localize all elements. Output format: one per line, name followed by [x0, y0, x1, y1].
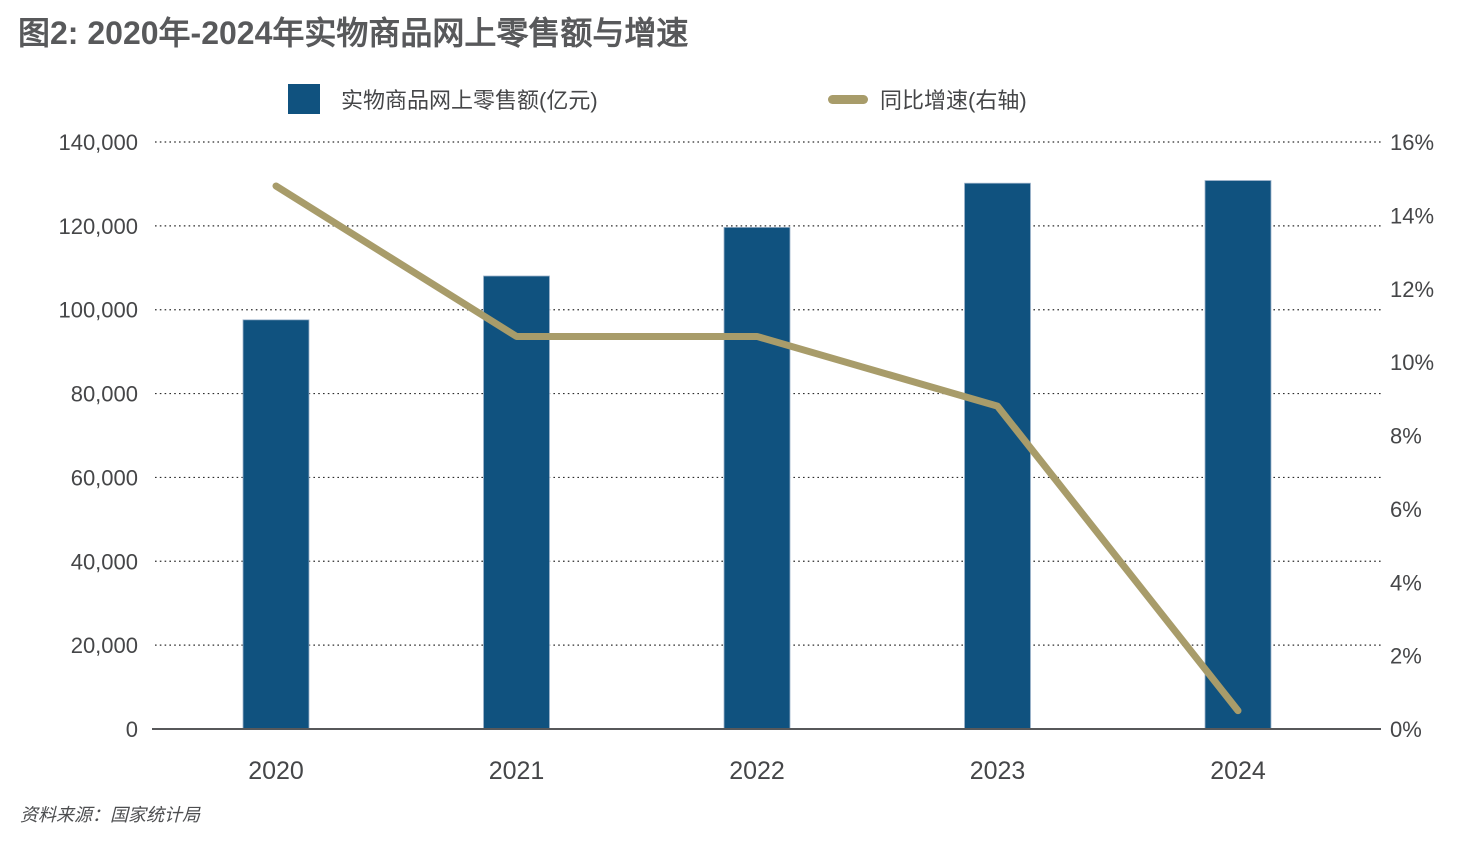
data-source-note: 资料来源：国家统计局: [20, 805, 200, 825]
x-axis-label-2020: 2020: [248, 757, 304, 785]
x-axis-label-2021: 2021: [489, 757, 545, 785]
y-right-tick-label: 10%: [1390, 350, 1434, 375]
y-right-tick-label: 16%: [1390, 130, 1434, 155]
y-left-tick-label: 60,000: [71, 465, 138, 490]
x-axis-label-2022: 2022: [729, 757, 785, 785]
chart-title: 图2: 2020年-2024年实物商品网上零售额与增速: [18, 15, 689, 51]
bar-2022: [723, 226, 791, 730]
bar-2020: [242, 319, 310, 730]
bar-series-swatch-icon: [288, 84, 320, 114]
bar-2023: [964, 182, 1031, 730]
y-right-tick-label: 14%: [1390, 203, 1434, 228]
y-left-tick-label: 120,000: [58, 214, 138, 239]
x-axis-label-2023: 2023: [970, 757, 1026, 785]
y-right-tick-label: 6%: [1390, 497, 1422, 522]
line-series-swatch-icon: [828, 94, 868, 104]
y-right-tick-label: 4%: [1390, 570, 1422, 595]
legend-label-growth-rate: 同比增速(右轴): [880, 88, 1027, 113]
y-right-tick-label: 2%: [1390, 644, 1422, 669]
bar-2021: [483, 275, 550, 730]
y-left-tick-label: 140,000: [58, 130, 138, 155]
y-left-tick-label: 0: [126, 717, 138, 742]
y-right-tick-label: 8%: [1390, 424, 1422, 449]
growth-rate-line: [272, 182, 1242, 715]
bar-2024: [1204, 180, 1272, 730]
y-right-tick-label: 12%: [1390, 277, 1434, 302]
y-left-tick-label: 80,000: [71, 382, 138, 407]
legend-item-growth-rate: 同比增速(右轴): [828, 84, 1027, 114]
y-left-tick-label: 40,000: [71, 549, 138, 574]
y-left-tick-label: 100,000: [58, 298, 138, 323]
legend-item-retail-sales: 实物商品网上零售额(亿元): [288, 84, 598, 114]
x-axis-label-2024: 2024: [1210, 757, 1266, 785]
legend-label-retail-sales: 实物商品网上零售额(亿元): [341, 88, 598, 113]
y-left-tick-label: 20,000: [71, 633, 138, 658]
y-right-tick-label: 0%: [1390, 717, 1422, 742]
